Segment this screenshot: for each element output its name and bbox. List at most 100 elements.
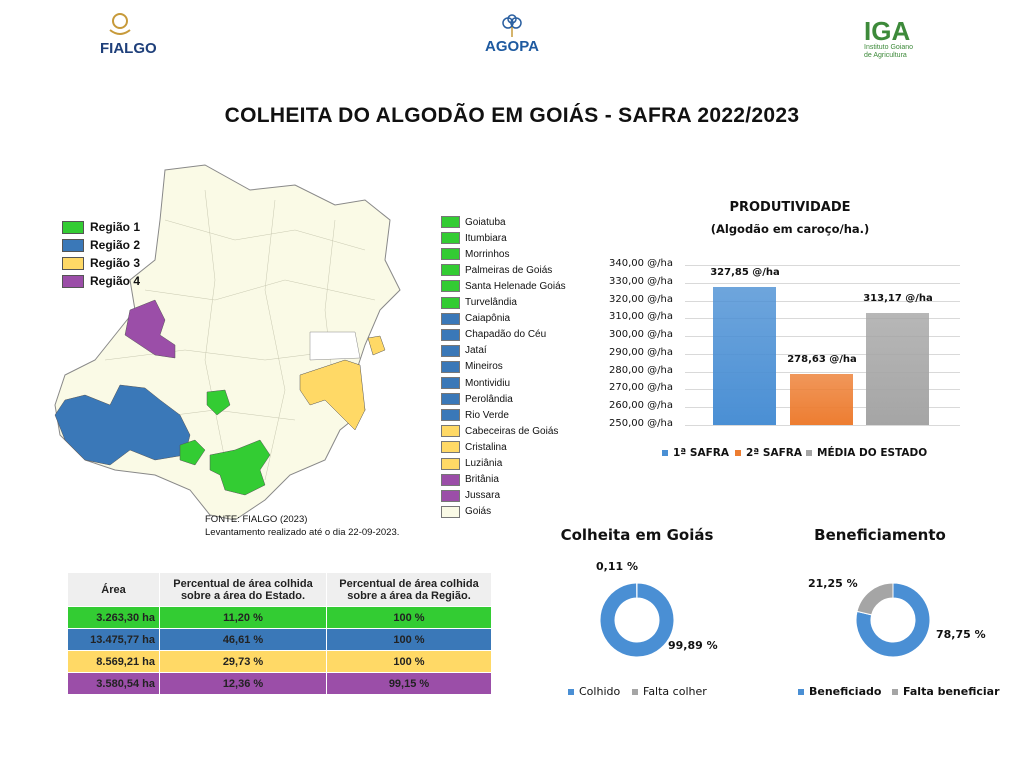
pie-legend-item: Falta colher xyxy=(632,685,707,698)
legend-label: Montividiu xyxy=(465,377,511,389)
cell-area: 3.580,54 ha xyxy=(67,672,160,695)
legend-swatch xyxy=(441,505,460,518)
region-4-shape xyxy=(124,299,176,359)
municipality-legend-item: Turvelândia xyxy=(441,295,517,311)
cell-state-pct: 29,73 % xyxy=(159,650,327,673)
map-survey-date: Levantamento realizado até o dia 22-09-2… xyxy=(205,527,400,538)
header-state-pct: Percentual de área colhida sobre a área … xyxy=(159,572,327,607)
bar-data-label: 313,17 @/ha xyxy=(863,292,933,304)
legend-label: Mineiros xyxy=(465,361,503,373)
municipality-legend-item: Goiatuba xyxy=(441,214,506,230)
legend-label: Jataí xyxy=(465,345,487,357)
municipality-legend-item: Cabeceiras de Goiás xyxy=(441,423,558,439)
legend-swatch xyxy=(798,688,804,695)
legend-label: Região 1 xyxy=(90,220,141,234)
legend-swatch xyxy=(441,296,460,309)
municipality-legend-item: Itumbiara xyxy=(441,230,507,246)
table-row: 8.569,21 ha 29,73 % 100 % xyxy=(67,650,492,673)
legend-label: Região 2 xyxy=(90,238,141,252)
fialgo-logo: FIALGO xyxy=(100,12,157,57)
region-1-shape xyxy=(179,389,271,496)
legend-label: Palmeiras de Goiás xyxy=(465,264,553,276)
bar-legend-item: 1ª SAFRA xyxy=(662,447,729,459)
cell-state-pct: 11,20 % xyxy=(159,606,327,629)
legend-label: Santa Helenade Goiás xyxy=(465,280,566,292)
pie2-label-falta: 21,25 % xyxy=(808,577,858,590)
pie2-title: Beneficiamento xyxy=(814,526,946,544)
legend-swatch xyxy=(441,280,460,293)
legend-label: 2ª SAFRA xyxy=(746,447,802,459)
bar-chart-subtitle: (Algodão em caroço/ha.) xyxy=(710,222,870,236)
cell-region-pct: 100 % xyxy=(326,606,492,629)
gridline xyxy=(685,336,960,338)
agopa-logo: AGOPA xyxy=(482,14,542,55)
pie-slice xyxy=(856,582,894,616)
municipality-legend-item: Rio Verde xyxy=(441,407,509,423)
legend-swatch xyxy=(441,312,460,325)
municipality-legend-item: Mineiros xyxy=(441,359,503,375)
pie1-title: Colheita em Goiás xyxy=(560,526,714,544)
legend-label: Luziânia xyxy=(465,458,503,469)
pie-legend-item: Falta beneficiar xyxy=(892,685,1000,698)
legend-swatch xyxy=(441,328,460,341)
legend-swatch xyxy=(62,256,84,270)
region-legend-item: Região 4 xyxy=(62,273,140,289)
table-row: 3.580,54 ha 12,36 % 99,15 % xyxy=(67,672,492,695)
legend-label: Cabeceiras de Goiás xyxy=(465,425,559,437)
legend-swatch xyxy=(441,393,460,406)
cell-area: 13.475,77 ha xyxy=(67,628,160,651)
gridline xyxy=(685,425,960,426)
legend-swatch xyxy=(62,274,84,288)
legend-swatch xyxy=(441,248,460,261)
header-area: Área xyxy=(67,572,160,607)
processing-pie-chart xyxy=(855,582,931,658)
legend-swatch xyxy=(441,473,460,486)
municipality-legend-item: Caiapônia xyxy=(441,311,510,327)
table-row: 3.263,30 ha 11,20 % 100 % xyxy=(67,606,492,629)
page-title: COLHEITA DO ALGODÃO EM GOIÁS - SAFRA 202… xyxy=(224,104,800,127)
bar xyxy=(866,312,929,425)
bar xyxy=(713,286,776,425)
gridline xyxy=(685,300,960,302)
legend-swatch xyxy=(62,220,84,234)
y-tick-label: 270,00 @/ha xyxy=(608,382,673,394)
bar-legend-item: MÉDIA DO ESTADO xyxy=(806,447,927,459)
municipality-legend-item: Luziânia xyxy=(441,456,502,472)
y-tick-label: 290,00 @/ha xyxy=(608,346,673,358)
region-legend-item: Região 2 xyxy=(62,237,140,253)
gridline xyxy=(685,282,960,284)
area-table: Área Percentual de área colhida sobre a … xyxy=(67,572,492,695)
bar xyxy=(790,374,853,425)
gridline xyxy=(685,371,960,373)
legend-label: Goiás xyxy=(465,506,492,518)
legend-swatch xyxy=(441,232,460,245)
legend-label: Morrinhos xyxy=(465,248,510,260)
table-row: 13.475,77 ha 46,61 % 100 % xyxy=(67,628,492,651)
legend-swatch xyxy=(632,688,638,695)
legend-swatch xyxy=(441,457,460,470)
bar-chart-title: PRODUTIVIDADE xyxy=(729,200,851,215)
legend-swatch xyxy=(441,409,460,422)
legend-swatch xyxy=(735,450,741,456)
gridline xyxy=(685,353,960,355)
legend-label: Cristalina xyxy=(465,441,507,453)
legend-swatch xyxy=(892,688,898,695)
legend-label: MÉDIA DO ESTADO xyxy=(817,447,928,459)
y-tick-label: 340,00 @/ha xyxy=(608,258,673,269)
legend-label: Britânia xyxy=(465,474,499,486)
y-tick-label: 300,00 @/ha xyxy=(608,329,673,341)
municipality-legend-item: Cristalina xyxy=(441,439,507,455)
legend-label: Região 4 xyxy=(90,274,141,288)
bar-legend-item: 2ª SAFRA xyxy=(735,447,802,459)
cell-state-pct: 46,61 % xyxy=(159,628,327,651)
legend-swatch xyxy=(441,360,460,373)
region-legend-item: Região 1 xyxy=(62,219,140,235)
y-tick-label: 260,00 @/ha xyxy=(608,400,673,412)
legend-label: Falta colher xyxy=(643,685,707,698)
pie2-label-benef: 78,75 % xyxy=(936,628,986,641)
legend-swatch xyxy=(62,238,84,252)
municipality-legend-item: Santa Helenade Goiás xyxy=(441,278,566,294)
y-tick-label: 310,00 @/ha xyxy=(608,311,673,323)
region-legend-item: Região 3 xyxy=(62,255,140,271)
municipality-legend-item: Jataí xyxy=(441,343,487,359)
